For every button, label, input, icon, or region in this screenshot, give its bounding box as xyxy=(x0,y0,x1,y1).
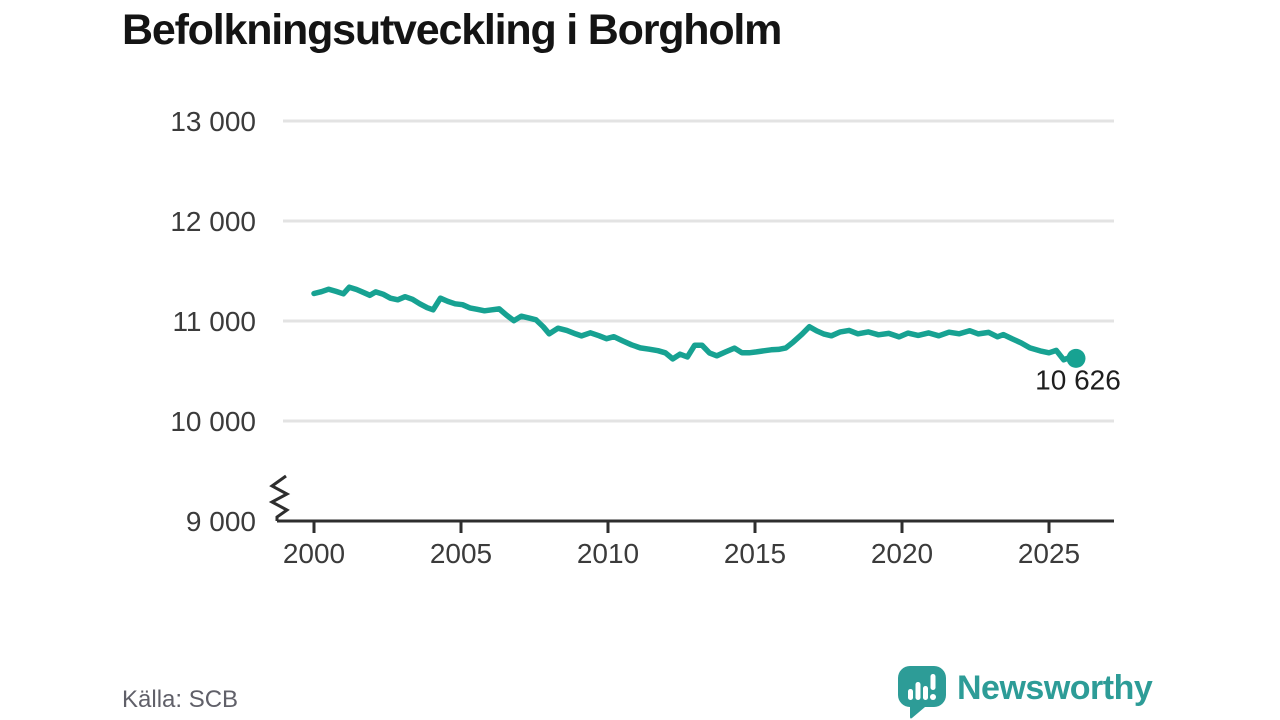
gridlines xyxy=(283,119,1114,423)
logo-bar-1 xyxy=(908,689,913,700)
brand-footer: Newsworthy xyxy=(897,665,1167,719)
x-axis xyxy=(268,474,1114,533)
axis-tick-labels: 9 000 10 000 11 000 12 000 13 000 2000 2005 201… xyxy=(170,106,1080,569)
x-tick-label: 2005 xyxy=(430,538,492,569)
source-note: Källa: SCB xyxy=(122,686,239,713)
logo-bar-3 xyxy=(923,686,928,700)
x-tick-label: 2010 xyxy=(577,538,639,569)
x-tick-label: 2015 xyxy=(724,538,786,569)
population-line xyxy=(311,284,1079,363)
logo-bar-2 xyxy=(915,682,921,700)
page-title: Befolkningsutveckling i Borgholm xyxy=(122,6,782,54)
y-tick-label: 10 000 xyxy=(170,406,256,437)
logo-exclamation-dot xyxy=(930,694,936,700)
end-point-marker xyxy=(1066,348,1086,368)
y-tick-label: 12 000 xyxy=(170,206,256,237)
y-tick-label: 9 000 xyxy=(186,506,256,537)
brand-name: Newsworthy xyxy=(957,669,1153,707)
logo-exclamation-bar xyxy=(930,674,936,690)
y-tick-label: 11 000 xyxy=(172,306,256,337)
speech-bubble-shape xyxy=(898,666,946,719)
y-tick-label: 13 000 xyxy=(170,106,256,137)
newsworthy-logo-icon xyxy=(898,666,946,719)
x-tick-label: 2020 xyxy=(871,538,933,569)
data-series xyxy=(311,284,1086,368)
x-tick-label: 2000 xyxy=(283,538,345,569)
latest-value-label: 10 626 xyxy=(1035,364,1121,395)
x-tick-label: 2025 xyxy=(1018,538,1080,569)
y-axis-break-icon xyxy=(268,474,291,521)
